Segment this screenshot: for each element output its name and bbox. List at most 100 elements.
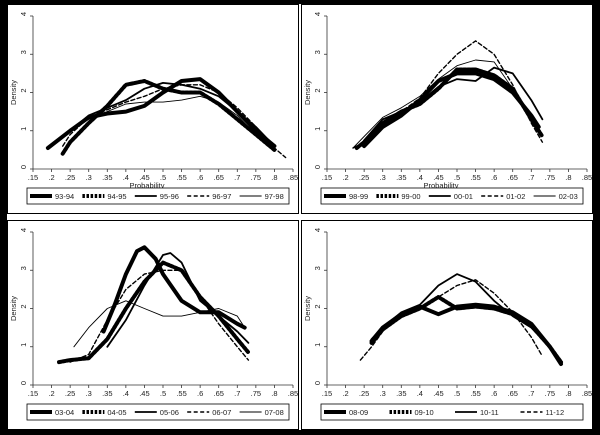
y-tick-label: 0 xyxy=(19,381,28,385)
legend-box xyxy=(320,403,584,421)
legend-box xyxy=(26,187,290,205)
x-tick-label: .25 xyxy=(359,389,369,398)
legend-label: 09-10 xyxy=(415,408,434,417)
x-tick-label: .7 xyxy=(528,389,534,398)
x-tick-label: .3 xyxy=(380,389,386,398)
x-tick-label: .15 xyxy=(28,389,38,398)
x-tick-label: .15 xyxy=(322,389,332,398)
y-axis-label: Density xyxy=(9,296,18,321)
x-tick-label: .55 xyxy=(470,173,480,182)
legend-label: 10-11 xyxy=(480,408,499,417)
y-tick-label: 4 xyxy=(313,228,322,232)
x-tick-label: .6 xyxy=(491,173,497,182)
legend-label: 95-96 xyxy=(160,192,179,201)
legend-label: 05-06 xyxy=(160,408,179,417)
x-tick-label: .35 xyxy=(102,389,112,398)
x-tick-label: .5 xyxy=(160,389,166,398)
x-tick-label: .35 xyxy=(102,173,112,182)
x-tick-label: .3 xyxy=(86,173,92,182)
x-axis-label: Probability xyxy=(423,181,458,190)
x-tick-label: .75 xyxy=(251,389,261,398)
x-tick-label: .75 xyxy=(251,173,261,182)
y-tick-label: 4 xyxy=(313,12,322,16)
panel-frame xyxy=(7,4,299,214)
x-tick-label: .85 xyxy=(288,173,298,182)
series-line-11-12 xyxy=(359,279,544,361)
y-tick-label: 1 xyxy=(313,127,322,131)
y-axis-label: Density xyxy=(9,80,18,105)
x-tick-label: .65 xyxy=(213,389,223,398)
chart-panel-2: 0 1 2 3 4 Density .15 .2 .25 .3 .35 .4 .45 .5 .55 .6 .65… xyxy=(301,4,593,214)
y-tick-label: 3 xyxy=(313,50,322,54)
panel-frame xyxy=(301,220,593,430)
series-line-07-08 xyxy=(73,300,246,348)
legend-label: 96-97 xyxy=(212,192,231,201)
x-tick-label: .45 xyxy=(433,389,443,398)
x-tick-label: .75 xyxy=(545,173,555,182)
series-line-01-02 xyxy=(352,40,544,149)
x-tick-label: .3 xyxy=(380,173,386,182)
x-tick-label: .15 xyxy=(28,173,38,182)
y-tick-label: 2 xyxy=(313,304,322,308)
x-tick-label: .4 xyxy=(123,389,129,398)
legend-label: 98-99 xyxy=(349,192,368,201)
x-tick-label: .4 xyxy=(123,173,129,182)
legend-label: 03-04 xyxy=(55,408,74,417)
x-tick-label: .6 xyxy=(491,389,497,398)
x-tick-label: .45 xyxy=(139,173,149,182)
x-tick-label: .6 xyxy=(197,389,203,398)
x-tick-label: .35 xyxy=(396,173,406,182)
y-tick-label: 0 xyxy=(313,165,322,169)
x-tick-label: .25 xyxy=(65,173,75,182)
x-tick-label: .4 xyxy=(417,389,423,398)
series-line-97-98 xyxy=(51,95,275,149)
x-tick-label: .65 xyxy=(507,389,517,398)
y-tick-label: 2 xyxy=(19,88,28,92)
x-tick-label: .85 xyxy=(582,173,592,182)
series-line-02-03 xyxy=(352,59,543,149)
y-axis-label: Density xyxy=(303,296,312,321)
y-tick-label: 2 xyxy=(19,304,28,308)
chart-grid: 0 1 2 3 4 Density .15 .2 .25 .3 .35 .4 .45 .5 .55 .6 .65… xyxy=(7,4,593,430)
legend-label: 02-03 xyxy=(559,192,578,201)
chart-panel-4: 0 1 2 3 4 Density .15 .2 .25 .3 .35 .4 .45 .5 .55 .6 .65… xyxy=(301,220,593,430)
x-tick-label: .8 xyxy=(565,389,571,398)
x-tick-label: .7 xyxy=(528,173,534,182)
series-line-96-97 xyxy=(62,84,287,159)
series-line-04-05 xyxy=(57,260,251,365)
x-tick-label: .8 xyxy=(271,173,277,182)
x-tick-label: .2 xyxy=(342,389,348,398)
figure-area: 0 1 2 3 4 Density .15 .2 .25 .3 .35 .4 .45 .5 .55 .6 .65… xyxy=(7,4,593,430)
x-tick-label: .5 xyxy=(160,173,166,182)
legend-box xyxy=(320,187,584,205)
legend-label: 99-00 xyxy=(401,192,420,201)
y-axis-label: Density xyxy=(303,80,312,105)
legend-label: 07-08 xyxy=(265,408,284,417)
x-tick-label: .65 xyxy=(213,173,223,182)
x-tick-label: .25 xyxy=(359,173,369,182)
x-tick-label: .7 xyxy=(234,389,240,398)
y-tick-label: 3 xyxy=(313,266,322,270)
x-tick-label: .85 xyxy=(288,389,298,398)
y-tick-label: 0 xyxy=(19,165,28,169)
x-axis-label: Probability xyxy=(129,181,164,190)
x-tick-label: .85 xyxy=(582,389,592,398)
x-tick-label: .5 xyxy=(454,389,460,398)
y-tick-label: 4 xyxy=(19,228,28,232)
y-tick-label: 1 xyxy=(313,343,322,347)
panel-frame xyxy=(7,220,299,430)
series-line-06-07 xyxy=(69,269,250,363)
series-line-09-10 xyxy=(369,295,563,365)
legend-label: 08-09 xyxy=(349,408,368,417)
series-line-95-96 xyxy=(50,82,276,148)
x-tick-label: .8 xyxy=(565,173,571,182)
x-tick-label: .6 xyxy=(197,173,203,182)
legend-label: 06-07 xyxy=(212,408,231,417)
legend-label: 93-94 xyxy=(55,192,74,201)
series-line-05-06 xyxy=(106,252,250,348)
legend-label: 97-98 xyxy=(265,192,284,201)
y-tick-label: 1 xyxy=(19,343,28,347)
x-tick-label: .25 xyxy=(65,389,75,398)
y-tick-label: 0 xyxy=(313,381,322,385)
x-tick-label: .2 xyxy=(48,389,54,398)
